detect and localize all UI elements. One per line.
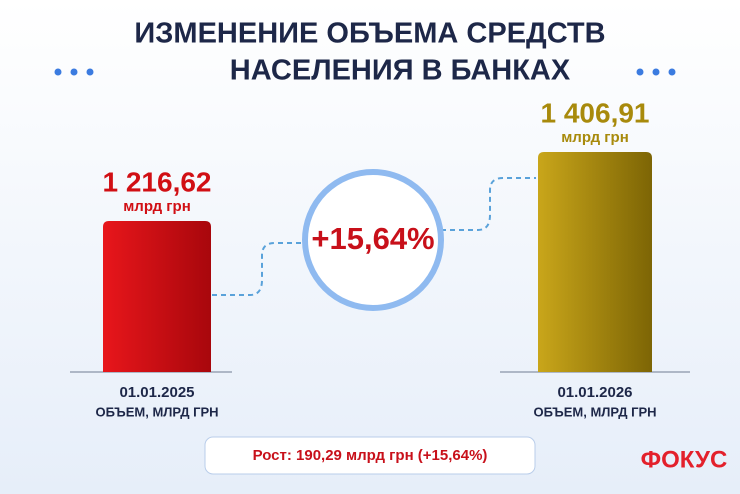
value-label: 1 406,91 — [541, 97, 650, 128]
footer: Рост: 190,29 млрд грн (+15,64%) — [253, 447, 488, 464]
logo: ФОКУС — [641, 446, 728, 473]
connector — [212, 177, 536, 296]
value-label: 1 216,62 — [103, 166, 212, 197]
value-unit: млрд грн — [123, 198, 191, 215]
footer-box — [204, 436, 536, 475]
annotation-circle — [302, 169, 444, 311]
chart-title: НАСЕЛЕНИЯ В БАНКАХ — [230, 55, 571, 87]
x-axis-label: ОБЪЕМ, МЛРД ГРН — [533, 404, 656, 419]
annotation: +15,64% — [311, 221, 434, 256]
chart-title: ИЗМЕНЕНИЕ ОБЪЕМА СРЕДСТВ — [134, 18, 605, 50]
x-axis-label: ОБЪЕМ, МЛРД ГРН — [95, 404, 218, 419]
x-tick-label: 01.01.2026 — [557, 384, 632, 401]
value-unit: млрд грн — [561, 129, 629, 146]
x-tick-label: 01.01.2025 — [119, 384, 194, 401]
bar — [103, 220, 211, 372]
dots-decoration — [54, 68, 676, 76]
bar — [538, 152, 652, 372]
